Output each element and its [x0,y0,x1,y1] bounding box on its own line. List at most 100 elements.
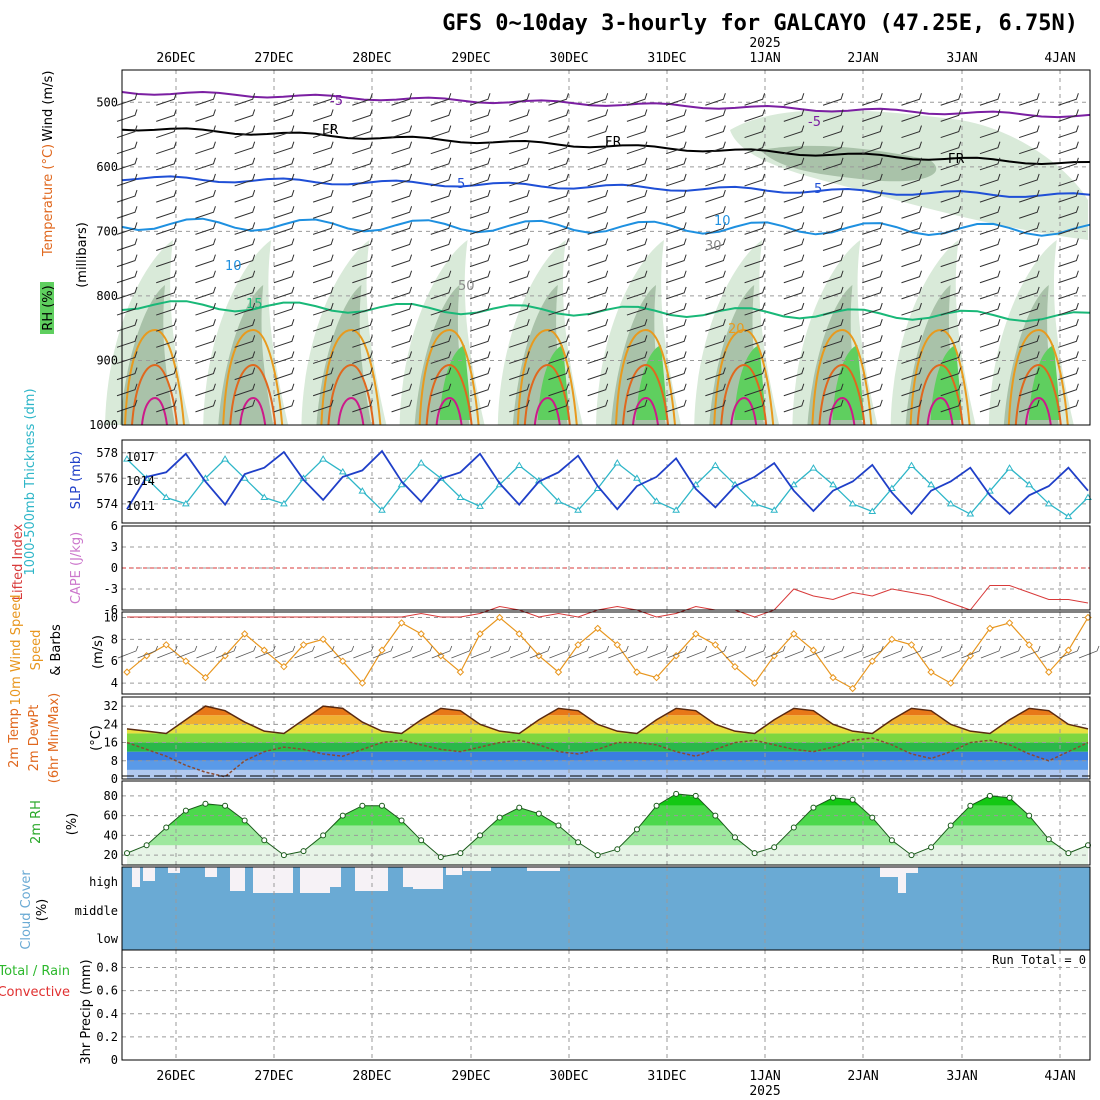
wind-barb [665,173,687,187]
wind-barb [783,367,805,381]
rh-marker [143,842,150,849]
wind-barb [979,351,1001,364]
thickness-marker [848,499,857,507]
wind-barb [665,141,687,155]
wind-barb [744,335,766,348]
chart-title: GFS 0~10day 3-hourly for GALCAYO (47.25E… [442,11,1078,36]
wind10-marker [692,630,700,638]
wind-barb [509,270,530,284]
rh-marker [496,814,503,821]
bottom-date-label: 31DEC [647,1069,686,1084]
wind10-marker [201,673,210,682]
wind-barb [665,93,687,106]
wind-barb [430,286,452,300]
cloud-gap [906,867,918,873]
wind-barb [1058,254,1079,268]
isotherm-30 [337,396,365,426]
slp-axis-label: SLP (mb) [69,451,84,510]
wind-barb [430,238,452,251]
wind-barb [234,125,256,139]
rh-marker [653,802,660,809]
wind-barb [430,383,452,397]
wind-barb [626,367,648,381]
wind-barb [940,157,962,171]
wind-barb [352,189,373,203]
thickness-marker [946,499,955,507]
wind-barb [783,383,805,397]
rh-legend-swatch [40,282,54,334]
wind-barb [548,367,569,381]
wind-barb [195,157,216,171]
wind10-marker [221,652,229,660]
wind-barb [352,335,373,348]
wind-barb [234,351,256,364]
top-date-label: 3JAN [946,51,977,66]
wind-barb [352,399,373,413]
cloud-gap [880,867,898,877]
wind-barb [705,109,726,122]
wind-barb [430,141,452,155]
wind10-marker [476,630,484,638]
wind-barb [862,302,883,316]
surface-wind-barb [1078,645,1100,659]
cloud-gap [413,867,443,889]
rh-axis-label: RH (%) [41,285,56,330]
wind-barb [273,383,295,397]
surface-wind-barb [215,645,237,659]
wind-barb [469,157,491,171]
wind10-marker [240,630,249,638]
wind10-marker [495,613,504,622]
thickness-marker [927,480,935,488]
wind-barb [626,173,648,187]
wind-barb [665,302,687,316]
wind-barb [273,141,295,155]
rh-marker [280,852,287,859]
wind-barb [862,93,883,106]
wind-barb [979,125,1001,139]
wind-barb [822,109,844,122]
wind-barb [156,270,177,284]
wind-barb [822,335,844,348]
isotherm-minus5 [121,90,1091,119]
wind10-marker [809,646,818,654]
wind-barb [705,173,726,187]
wind-barb [665,222,687,235]
wind-barb [783,157,805,171]
wind-barb [273,351,295,364]
wind-barb [979,286,1001,300]
wind-barb [822,254,844,268]
thickness-marker [221,455,229,462]
wind-barb [626,222,648,235]
wind-barb [940,254,962,268]
thickness-marker [319,455,328,462]
wind-barb [469,399,491,413]
cloud-gap [300,867,330,893]
pressure-tick-label: 500 [96,95,118,109]
surface-wind-barb [372,645,394,659]
rh-marker [418,837,425,844]
wind-barb [234,109,256,122]
wind-barb [430,189,452,203]
wind-barb [1019,238,1040,251]
surface-wind-barb [451,645,472,659]
wind-barb [705,383,726,397]
surface-wind-barb [490,645,512,659]
lifted-index-tick-label: 0 [111,561,118,575]
wind-barb [509,335,530,348]
wind-barb [352,367,373,381]
wind-barb [273,157,295,171]
wind-barb [705,302,726,316]
wind-barb [234,399,256,413]
thickness-marker [966,510,975,517]
wind-barb [548,125,569,139]
cloud-unit-label: (%) [35,899,50,922]
wind10-speed-label: Speed [29,630,44,671]
wind-barb [1019,270,1040,284]
surface-wind-barb [961,645,982,659]
wind-barb [548,351,569,364]
wind-barb [940,399,962,413]
wind-barb [940,335,962,348]
precip-tick-label: 0 [111,1053,118,1067]
rh-marker [398,817,405,824]
surface-wind-barb [765,645,786,659]
